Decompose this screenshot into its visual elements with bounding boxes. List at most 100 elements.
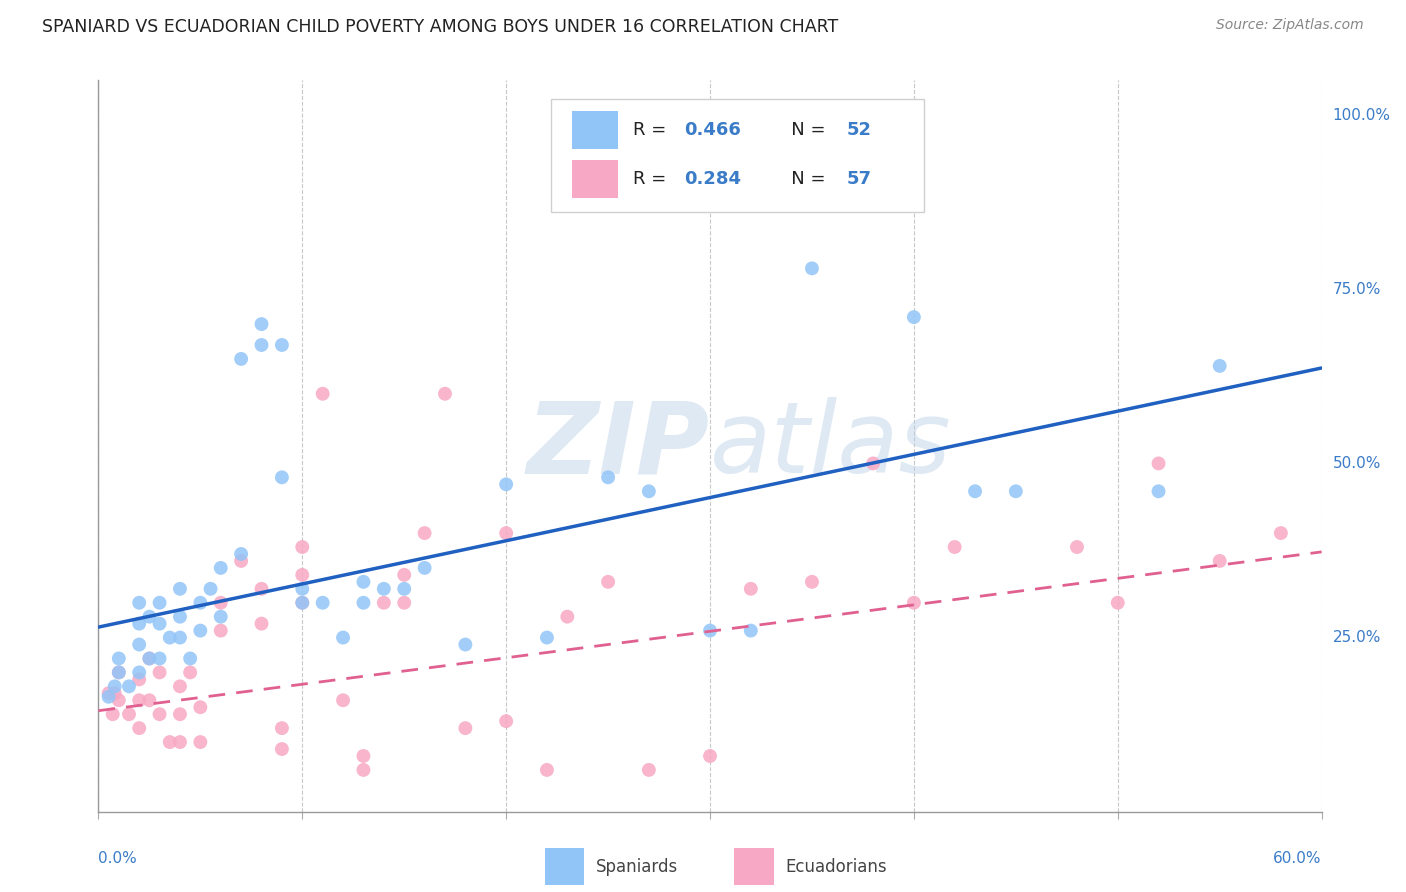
Point <box>454 721 477 735</box>
Point <box>637 763 661 777</box>
Point <box>637 484 661 499</box>
Text: 52: 52 <box>846 121 872 139</box>
Point <box>1209 554 1232 568</box>
Point <box>128 665 150 680</box>
Point <box>392 582 416 596</box>
Point <box>108 665 131 680</box>
Point <box>231 547 253 561</box>
Point <box>1147 457 1170 471</box>
Point <box>862 457 884 471</box>
Point <box>495 477 517 491</box>
Text: 25.0%: 25.0% <box>1333 630 1381 645</box>
Point <box>188 700 212 714</box>
Text: 60.0%: 60.0% <box>1274 851 1322 865</box>
Point <box>209 609 232 624</box>
Point <box>740 624 762 638</box>
Point <box>169 582 191 596</box>
Point <box>965 484 987 499</box>
Text: 75.0%: 75.0% <box>1333 282 1381 297</box>
Point <box>149 665 172 680</box>
Point <box>598 470 620 484</box>
Point <box>128 721 150 735</box>
Point <box>1107 596 1129 610</box>
Point <box>138 693 160 707</box>
Point <box>179 665 201 680</box>
Point <box>903 596 925 610</box>
Point <box>250 582 273 596</box>
Point <box>392 596 416 610</box>
Point <box>352 763 374 777</box>
Point <box>118 679 141 693</box>
Point <box>495 714 517 728</box>
Point <box>179 651 201 665</box>
Point <box>373 596 395 610</box>
Point <box>188 596 212 610</box>
Point <box>1004 484 1026 499</box>
Point <box>169 631 191 645</box>
Point <box>250 338 273 352</box>
Point <box>169 679 191 693</box>
Point <box>454 638 477 652</box>
Point <box>101 707 124 722</box>
Text: 57: 57 <box>846 170 872 188</box>
Text: atlas: atlas <box>710 398 952 494</box>
Text: R =: R = <box>633 170 672 188</box>
Text: 50.0%: 50.0% <box>1333 456 1381 471</box>
Point <box>200 582 222 596</box>
Point <box>128 693 150 707</box>
Point <box>128 673 150 687</box>
Point <box>392 567 416 582</box>
Text: Source: ZipAtlas.com: Source: ZipAtlas.com <box>1216 18 1364 32</box>
Text: 0.0%: 0.0% <box>98 851 138 865</box>
Point <box>434 386 457 401</box>
Point <box>159 735 181 749</box>
Point <box>413 526 436 541</box>
Text: 0.466: 0.466 <box>685 121 741 139</box>
Text: Ecuadorians: Ecuadorians <box>786 857 887 876</box>
Point <box>209 596 232 610</box>
Point <box>138 651 160 665</box>
Point <box>312 386 335 401</box>
Point <box>1270 526 1292 541</box>
Point <box>332 631 354 645</box>
Point <box>188 624 212 638</box>
Point <box>1147 484 1170 499</box>
Point <box>598 574 620 589</box>
Point <box>149 596 172 610</box>
Point <box>555 609 579 624</box>
Point <box>801 574 824 589</box>
Point <box>188 735 212 749</box>
Point <box>159 631 181 645</box>
Point <box>740 582 762 596</box>
Point <box>536 631 558 645</box>
FancyBboxPatch shape <box>734 848 773 885</box>
FancyBboxPatch shape <box>572 160 619 198</box>
Text: R =: R = <box>633 121 672 139</box>
Point <box>104 679 127 693</box>
Point <box>352 574 374 589</box>
Point <box>943 540 966 554</box>
Point <box>149 707 172 722</box>
Point <box>495 526 517 541</box>
Point <box>413 561 436 575</box>
Point <box>352 749 374 764</box>
Text: 100.0%: 100.0% <box>1333 108 1391 122</box>
Point <box>97 690 120 704</box>
Point <box>149 616 172 631</box>
FancyBboxPatch shape <box>546 848 583 885</box>
Point <box>128 596 150 610</box>
Point <box>128 638 150 652</box>
Point <box>231 351 253 366</box>
Point <box>270 721 294 735</box>
Point <box>801 261 824 276</box>
Point <box>312 596 335 610</box>
Point <box>373 582 395 596</box>
Point <box>108 651 131 665</box>
Point <box>128 616 150 631</box>
Point <box>108 665 131 680</box>
Point <box>1209 359 1232 373</box>
Point <box>104 686 127 700</box>
Point <box>97 686 120 700</box>
Point <box>270 338 294 352</box>
Point <box>291 567 314 582</box>
